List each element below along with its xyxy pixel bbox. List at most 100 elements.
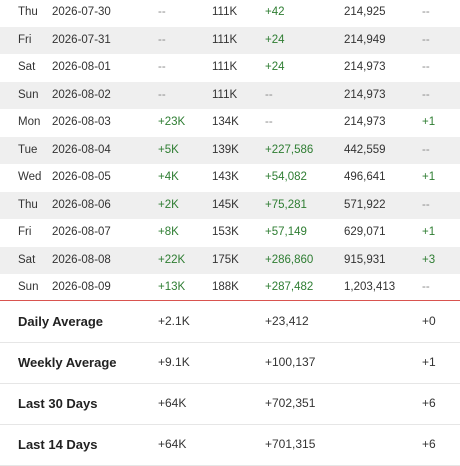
- change-cell: +1: [422, 171, 436, 183]
- date-cell: 2026-08-05: [52, 171, 111, 183]
- change-cell: +22K: [158, 253, 186, 266]
- day-cell: Fri: [18, 226, 32, 238]
- summary-value: +23,412: [265, 314, 309, 328]
- value-cell: 915,931: [344, 253, 386, 266]
- day-cell: Sat: [18, 253, 36, 266]
- date-cell: 2026-08-04: [52, 143, 111, 156]
- change-cell: +5K: [158, 143, 179, 156]
- change-cell: --: [422, 143, 430, 156]
- summary-value: +64K: [158, 396, 187, 410]
- change-cell: +54,082: [265, 171, 307, 183]
- table-row: Fri 2026-07-31 -- 111K +24 214,949 --: [0, 26, 460, 54]
- change-cell: +286,860: [265, 253, 314, 266]
- day-cell: Fri: [18, 33, 32, 46]
- date-cell: 2026-07-30: [52, 6, 111, 18]
- change-cell: --: [158, 6, 166, 18]
- table-row: Thu 2026-08-06 +2K 145K +75,281 571,922 --: [0, 191, 460, 219]
- day-cell: Tue: [18, 143, 38, 156]
- value-cell: 111K: [212, 61, 238, 73]
- day-cell: Sun: [18, 281, 39, 293]
- change-cell: +24: [265, 33, 285, 46]
- summary-row: Last 14 Days +64K +701,315 +6: [0, 424, 460, 466]
- table-row: Mon 2026-08-03 +23K 134K -- 214,973 +1: [0, 109, 460, 137]
- summary-value: +0: [422, 314, 436, 328]
- day-cell: Thu: [18, 198, 38, 211]
- change-cell: +3: [422, 253, 436, 266]
- summary-value: +1: [422, 355, 436, 369]
- summary-value: +702,351: [265, 396, 316, 410]
- change-cell: --: [422, 88, 430, 101]
- change-cell: +24: [265, 61, 285, 73]
- value-cell: 1,203,413: [344, 281, 396, 293]
- value-cell: 214,973: [344, 61, 386, 73]
- value-cell: 629,071: [344, 226, 386, 238]
- value-cell: 111K: [212, 33, 238, 46]
- day-cell: Sun: [18, 88, 39, 101]
- change-cell: +1: [422, 116, 436, 128]
- change-cell: +23K: [158, 116, 186, 128]
- change-cell: +75,281: [265, 198, 307, 211]
- day-cell: Thu: [18, 6, 38, 18]
- table-row: Sat 2026-08-08 +22K 175K +286,860 915,931 +3: [0, 246, 460, 274]
- value-cell: 496,641: [344, 171, 386, 183]
- summary-value: +64K: [158, 437, 187, 451]
- change-cell: +1: [422, 226, 436, 238]
- change-cell: --: [422, 281, 430, 293]
- value-cell: 139K: [212, 143, 239, 156]
- change-cell: --: [422, 33, 430, 46]
- date-cell: 2026-08-07: [52, 226, 111, 238]
- summary-row: Daily Average +2.1K +23,412 +0: [0, 301, 460, 343]
- summary-label: Last 30 Days: [18, 396, 98, 411]
- value-cell: 145K: [212, 198, 239, 211]
- value-cell: 143K: [212, 171, 239, 183]
- divider: [0, 300, 460, 301]
- change-cell: --: [422, 6, 430, 18]
- change-cell: +57,149: [265, 226, 307, 238]
- change-cell: --: [422, 61, 430, 73]
- summary-row: Last 30 Days +64K +702,351 +6: [0, 383, 460, 425]
- date-cell: 2026-08-06: [52, 198, 111, 211]
- change-cell: +42: [265, 6, 285, 18]
- summary-value: +9.1K: [158, 355, 190, 369]
- date-cell: 2026-08-09: [52, 281, 111, 293]
- summary-row: Weekly Average +9.1K +100,137 +1: [0, 342, 460, 384]
- summary-value: +701,315: [265, 437, 316, 451]
- table-row: Wed 2026-08-05 +4K 143K +54,082 496,641 +1: [0, 164, 460, 192]
- value-cell: 153K: [212, 226, 239, 238]
- summary-value: +6: [422, 437, 436, 451]
- table-row: Tue 2026-08-04 +5K 139K +227,586 442,559 --: [0, 136, 460, 164]
- day-cell: Wed: [18, 171, 42, 183]
- table-row: Fri 2026-08-07 +8K 153K +57,149 629,071 +1: [0, 219, 460, 247]
- change-cell: +13K: [158, 281, 186, 293]
- day-cell: Mon: [18, 116, 41, 128]
- change-cell: --: [422, 198, 430, 211]
- day-cell: Sat: [18, 61, 36, 73]
- date-cell: 2026-08-02: [52, 88, 111, 101]
- table-row: Sun 2026-08-02 -- 111K -- 214,973 --: [0, 81, 460, 109]
- change-cell: +8K: [158, 226, 179, 238]
- value-cell: 214,973: [344, 116, 386, 128]
- value-cell: 442,559: [344, 143, 386, 156]
- value-cell: 214,973: [344, 88, 386, 101]
- summary-label: Daily Average: [18, 314, 104, 329]
- date-cell: 2026-08-03: [52, 116, 111, 128]
- summary-value: +2.1K: [158, 314, 190, 328]
- summary-value: +100,137: [265, 355, 316, 369]
- table-row: Sat 2026-08-01 -- 111K +24 214,973 --: [0, 54, 460, 82]
- summary-value: +6: [422, 396, 436, 410]
- value-cell: 175K: [212, 253, 239, 266]
- value-cell: 214,949: [344, 33, 386, 46]
- value-cell: 188K: [212, 281, 239, 293]
- summary-label: Last 14 Days: [18, 437, 98, 452]
- change-cell: --: [158, 88, 166, 101]
- table-row: Sun 2026-08-09 +13K 188K +287,482 1,203,413 --: [0, 274, 460, 302]
- value-cell: 111K: [212, 6, 238, 18]
- value-cell: 134K: [212, 116, 239, 128]
- date-cell: 2026-07-31: [52, 33, 111, 46]
- change-cell: --: [158, 33, 166, 46]
- value-cell: 571,922: [344, 198, 386, 211]
- summary-label: Weekly Average: [18, 355, 117, 370]
- date-cell: 2026-08-01: [52, 61, 111, 73]
- change-cell: +287,482: [265, 281, 314, 293]
